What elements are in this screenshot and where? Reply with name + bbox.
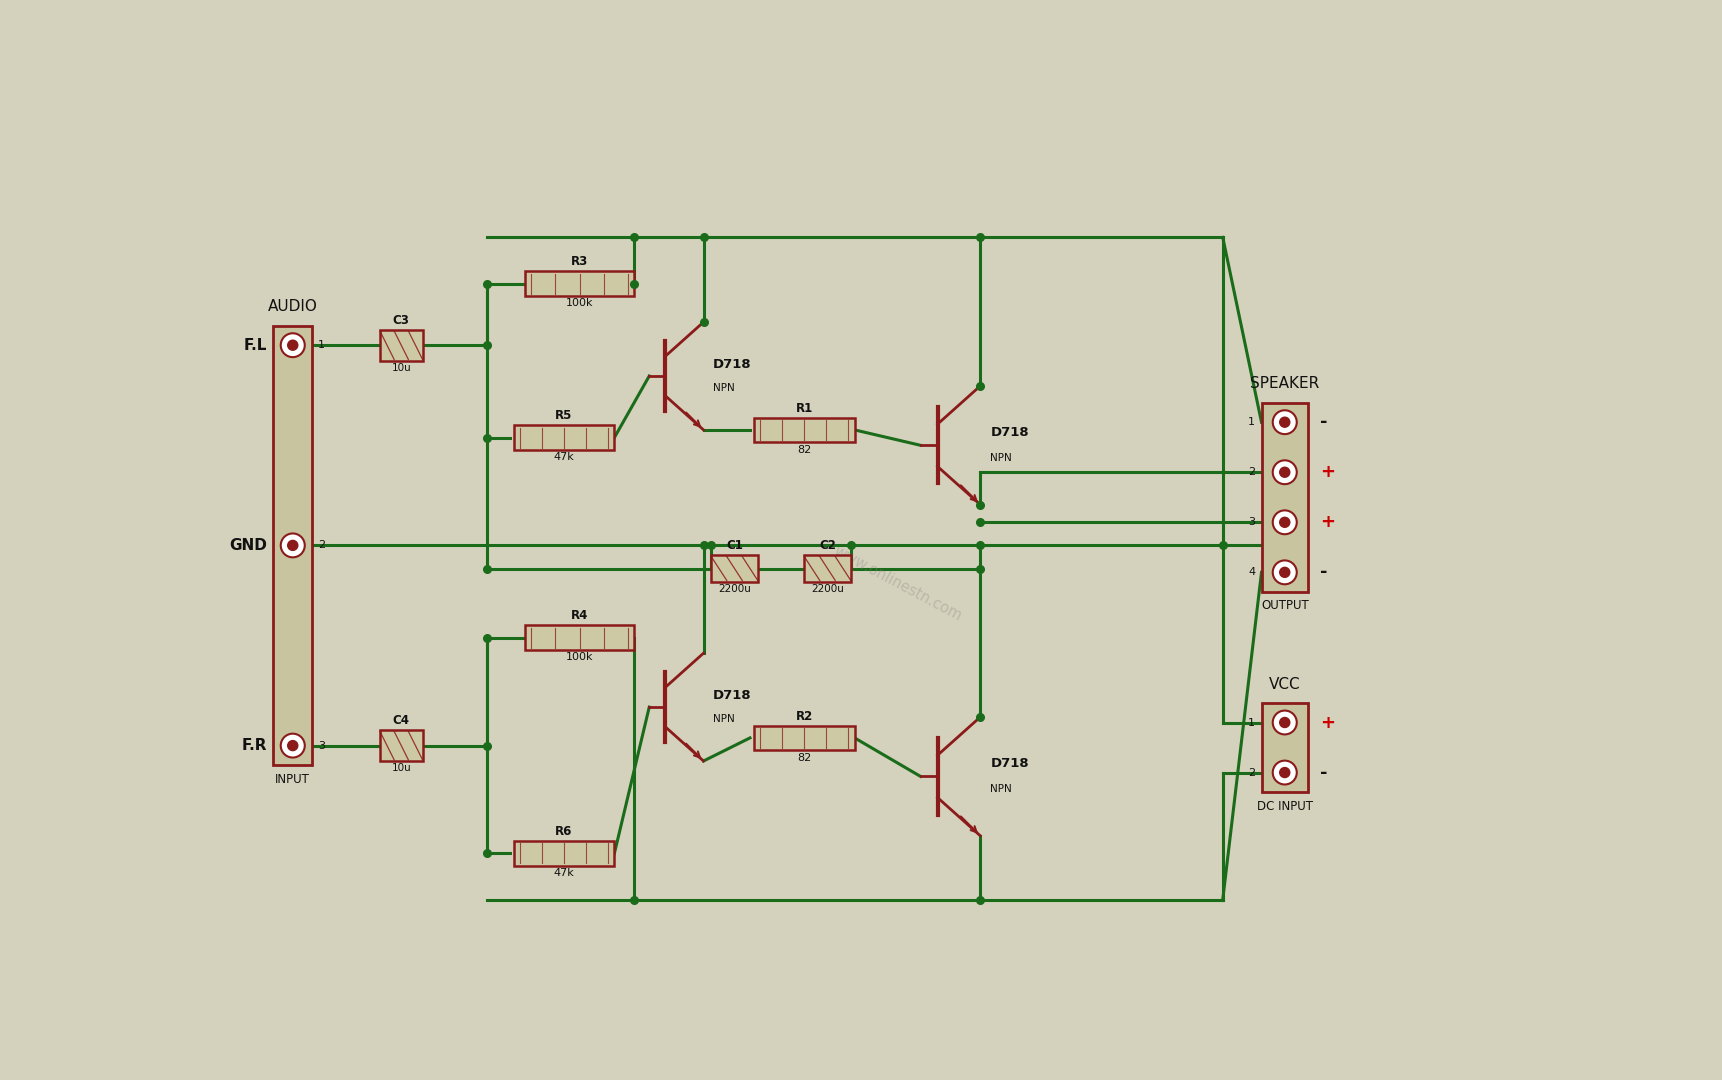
Bar bbox=[525, 625, 634, 650]
Circle shape bbox=[1279, 768, 1290, 778]
Text: 2200u: 2200u bbox=[718, 584, 751, 594]
Circle shape bbox=[1279, 517, 1290, 527]
Text: 100k: 100k bbox=[567, 652, 594, 662]
Circle shape bbox=[1273, 561, 1297, 584]
Text: +: + bbox=[1319, 463, 1335, 482]
Text: 10u: 10u bbox=[391, 764, 412, 773]
Text: C3: C3 bbox=[393, 313, 410, 327]
Circle shape bbox=[288, 540, 298, 551]
Text: D718: D718 bbox=[713, 689, 751, 702]
Bar bbox=[274, 326, 312, 765]
Text: +: + bbox=[1319, 513, 1335, 531]
Bar bbox=[513, 426, 615, 450]
Text: 47k: 47k bbox=[554, 868, 575, 878]
Text: R3: R3 bbox=[572, 255, 589, 268]
Text: -: - bbox=[1319, 564, 1328, 581]
Text: 82: 82 bbox=[797, 753, 811, 762]
Text: 2: 2 bbox=[319, 540, 325, 551]
Bar bbox=[754, 418, 854, 442]
Circle shape bbox=[281, 733, 305, 757]
Circle shape bbox=[288, 340, 298, 350]
Text: 1: 1 bbox=[319, 340, 325, 350]
Text: R4: R4 bbox=[570, 609, 589, 622]
Text: INPUT: INPUT bbox=[276, 772, 310, 785]
Bar bbox=[754, 726, 854, 751]
Text: NPN: NPN bbox=[990, 784, 1013, 794]
Text: NPN: NPN bbox=[990, 453, 1013, 463]
Text: NPN: NPN bbox=[713, 714, 735, 724]
Text: 47k: 47k bbox=[554, 453, 575, 462]
Bar bbox=[1262, 703, 1309, 792]
Text: 1: 1 bbox=[1248, 417, 1255, 428]
Bar bbox=[381, 730, 422, 761]
Circle shape bbox=[1279, 468, 1290, 477]
Text: C2: C2 bbox=[820, 539, 835, 552]
Text: AUDIO: AUDIO bbox=[269, 299, 317, 314]
Text: R6: R6 bbox=[554, 825, 573, 838]
Text: 3: 3 bbox=[319, 741, 325, 751]
Bar bbox=[525, 271, 634, 296]
Text: -: - bbox=[1319, 414, 1328, 431]
Text: 2: 2 bbox=[1248, 768, 1255, 778]
Circle shape bbox=[1273, 511, 1297, 535]
Circle shape bbox=[1279, 717, 1290, 728]
Text: C4: C4 bbox=[393, 714, 410, 727]
Text: 2: 2 bbox=[1248, 468, 1255, 477]
Circle shape bbox=[1279, 567, 1290, 578]
Circle shape bbox=[281, 534, 305, 557]
Text: 3: 3 bbox=[1248, 517, 1255, 527]
Bar bbox=[711, 555, 758, 582]
Text: D718: D718 bbox=[713, 357, 751, 370]
Text: GND: GND bbox=[229, 538, 267, 553]
Bar bbox=[804, 555, 851, 582]
Text: 2200u: 2200u bbox=[811, 584, 844, 594]
Text: 100k: 100k bbox=[567, 298, 594, 308]
Circle shape bbox=[288, 741, 298, 751]
Text: R2: R2 bbox=[796, 710, 813, 723]
Text: R5: R5 bbox=[554, 409, 573, 422]
Text: F.R: F.R bbox=[241, 738, 267, 753]
Circle shape bbox=[1273, 760, 1297, 784]
Text: SPEAKER: SPEAKER bbox=[1250, 377, 1319, 391]
Circle shape bbox=[281, 334, 305, 357]
Text: 82: 82 bbox=[797, 445, 811, 455]
Circle shape bbox=[1279, 417, 1290, 428]
Text: DC INPUT: DC INPUT bbox=[1257, 799, 1312, 812]
Text: www.onlinestn.com: www.onlinestn.com bbox=[830, 543, 964, 624]
Text: D718: D718 bbox=[990, 757, 1030, 770]
Bar bbox=[513, 841, 615, 866]
Text: +: + bbox=[1319, 714, 1335, 731]
Bar bbox=[381, 329, 422, 361]
Text: R1: R1 bbox=[796, 402, 813, 415]
Bar bbox=[1262, 403, 1309, 592]
Text: OUTPUT: OUTPUT bbox=[1261, 599, 1309, 612]
Circle shape bbox=[1273, 460, 1297, 484]
Circle shape bbox=[1273, 711, 1297, 734]
Text: 1: 1 bbox=[1248, 717, 1255, 728]
Text: 4: 4 bbox=[1248, 567, 1255, 578]
Text: D718: D718 bbox=[990, 427, 1030, 440]
Text: VCC: VCC bbox=[1269, 677, 1300, 691]
Circle shape bbox=[1273, 410, 1297, 434]
Text: C1: C1 bbox=[727, 539, 742, 552]
Text: -: - bbox=[1319, 764, 1328, 782]
Text: F.L: F.L bbox=[245, 338, 267, 353]
Text: 10u: 10u bbox=[391, 363, 412, 373]
Text: NPN: NPN bbox=[713, 382, 735, 392]
